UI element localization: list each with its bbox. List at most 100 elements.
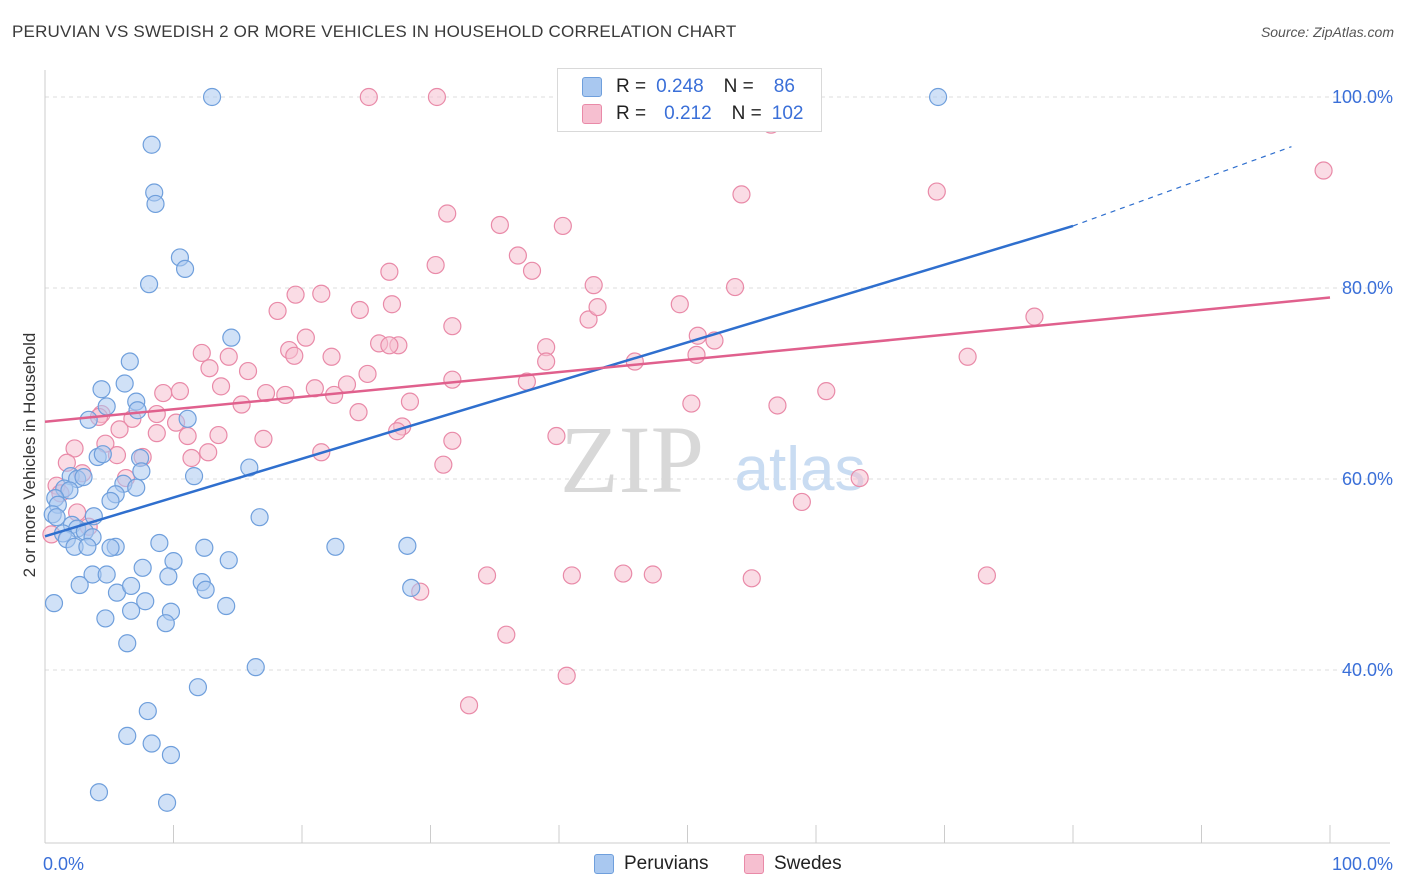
data-point — [588, 298, 607, 317]
watermark-zip: ZIP — [560, 406, 704, 513]
data-point — [312, 284, 331, 303]
data-point — [380, 336, 399, 355]
data-point — [142, 734, 161, 753]
data-point — [150, 533, 169, 553]
data-point — [184, 467, 204, 486]
trend-line-swedes — [44, 296, 1331, 423]
data-point — [350, 300, 369, 320]
grid-lines — [45, 96, 1390, 671]
data-point — [682, 394, 701, 413]
data-point — [643, 565, 662, 584]
data-point — [359, 87, 378, 107]
data-point — [182, 448, 201, 468]
data-point — [128, 401, 147, 420]
data-point — [118, 726, 137, 745]
axes — [44, 70, 1390, 844]
data-point — [209, 425, 228, 445]
data-point — [101, 491, 120, 511]
legend-n-value: 102 — [771, 103, 804, 124]
data-point — [382, 295, 402, 314]
data-point — [196, 580, 215, 599]
legend-n-value: 86 — [773, 76, 795, 97]
data-point — [110, 420, 129, 439]
data-point — [497, 625, 516, 644]
data-point — [74, 467, 93, 487]
data-point — [96, 609, 115, 628]
data-point — [547, 426, 566, 446]
data-point — [349, 403, 368, 422]
data-point — [178, 426, 197, 446]
data-point — [195, 538, 214, 557]
data-point — [358, 364, 377, 384]
data-point — [101, 538, 120, 557]
data-point — [434, 455, 453, 474]
data-point — [136, 592, 155, 611]
legend-r-value: 0.212 — [664, 103, 712, 124]
data-point — [132, 462, 151, 481]
bottom-legend-swatch-peruvians — [594, 854, 614, 874]
bottom-legend-swatch-swedes — [744, 854, 764, 874]
data-point — [65, 439, 84, 458]
data-point — [142, 135, 161, 154]
data-point — [240, 458, 259, 477]
data-point — [188, 678, 208, 697]
data-point — [154, 383, 173, 403]
data-point — [97, 565, 116, 584]
y-tick-label: 40.0% — [1342, 660, 1393, 680]
data-point — [93, 445, 112, 464]
data-point — [175, 259, 195, 278]
data-point — [147, 424, 166, 443]
data-point — [238, 361, 258, 381]
data-point — [115, 374, 134, 393]
data-point — [219, 347, 238, 366]
data-point — [850, 468, 869, 488]
data-point — [147, 404, 166, 424]
data-point — [553, 216, 572, 236]
data-point — [276, 385, 295, 405]
source-label: Source: ZipAtlas.com — [1260, 24, 1394, 40]
x-tick-label-min: 0.0% — [43, 854, 84, 874]
data-point — [1025, 307, 1044, 326]
data-point — [92, 380, 111, 399]
data-point — [199, 443, 218, 462]
data-point — [380, 262, 399, 281]
data-point — [792, 492, 811, 512]
legend-r-label: R = — [616, 103, 647, 124]
data-point — [286, 285, 305, 304]
legend-n-label: N = — [731, 103, 762, 124]
data-point — [146, 194, 165, 214]
data-point — [178, 409, 197, 428]
legend-swatch-peruvians — [582, 77, 602, 97]
data-point — [121, 601, 141, 620]
data-point — [557, 666, 576, 685]
data-point — [79, 410, 98, 429]
data-point — [732, 185, 751, 204]
data-point — [156, 614, 175, 633]
data-point — [250, 508, 269, 527]
data-point — [246, 658, 265, 677]
data-point — [219, 551, 238, 570]
bottom-legend-swedes: Swedes — [744, 851, 842, 877]
data-point — [537, 352, 556, 371]
watermark: ZIP atlas — [560, 406, 865, 513]
legend-row-peruvians: R = 0.248 N = 86 — [582, 75, 795, 99]
trend-line-peruvians — [44, 224, 1074, 538]
data-point — [164, 552, 183, 571]
data-point — [443, 370, 462, 389]
data-point — [426, 255, 445, 275]
data-point — [138, 701, 157, 721]
bottom-legend-label-peruvians: Peruvians — [624, 853, 709, 874]
chart-title: PERUVIAN VS SWEDISH 2 OR MORE VEHICLES I… — [12, 22, 737, 41]
data-point — [159, 567, 178, 586]
data-point — [579, 310, 598, 329]
data-point — [402, 578, 421, 597]
trend-line-peruvians-extension — [1072, 146, 1292, 227]
data-point — [584, 276, 603, 295]
legend-r-label: R = — [616, 76, 647, 97]
data-point — [268, 301, 287, 321]
data-point — [217, 596, 236, 616]
bottom-legend-peruvians: Peruvians — [594, 851, 709, 877]
data-point — [89, 783, 109, 802]
data-point — [742, 569, 761, 588]
data-point — [522, 261, 542, 280]
